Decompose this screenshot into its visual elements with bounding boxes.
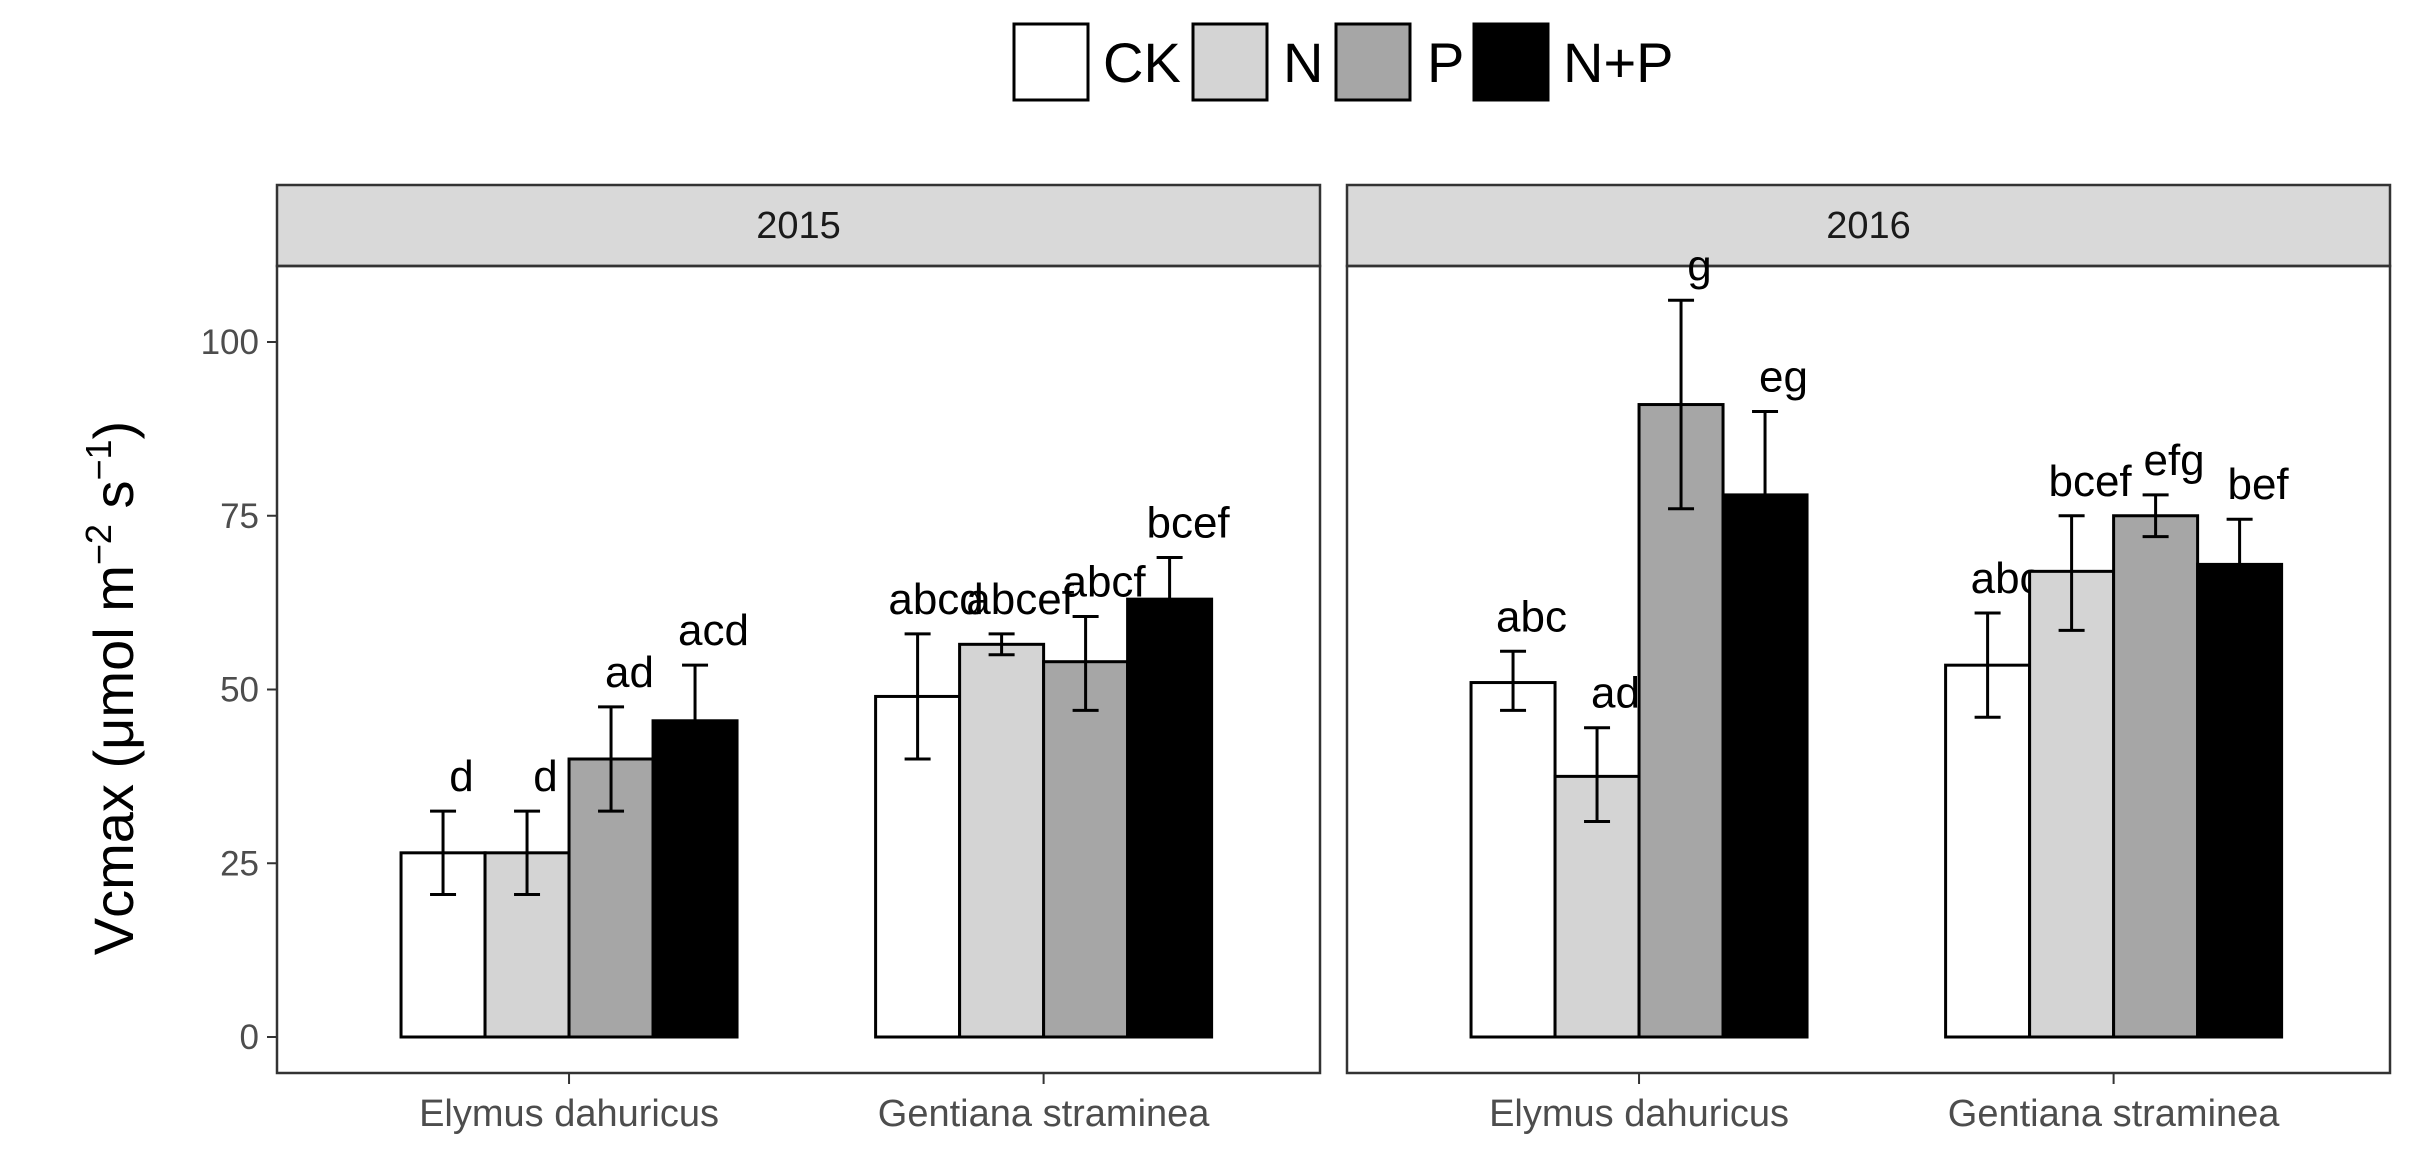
significance-label: d bbox=[449, 752, 473, 801]
significance-label: abcd bbox=[888, 575, 983, 624]
x-tick-label-gentiana-straminea: Gentiana straminea bbox=[878, 1093, 1210, 1135]
legend-label-ck: CK bbox=[1103, 31, 1181, 94]
y-axis-label: Vcmax (μmol m−2 s−1) bbox=[78, 421, 145, 955]
significance-label: eg bbox=[1759, 353, 1808, 402]
significance-label: ad bbox=[605, 648, 654, 697]
significance-label: ad bbox=[1591, 669, 1640, 718]
x-tick-label-gentiana-straminea: Gentiana straminea bbox=[1948, 1093, 2280, 1135]
y-tick-label: 50 bbox=[220, 671, 259, 710]
bar-ck bbox=[1944, 663, 2032, 1039]
legend-swatch-ck bbox=[1012, 22, 1090, 102]
y-tick-label: 0 bbox=[240, 1018, 259, 1057]
legend-swatch-n-p bbox=[1472, 22, 1550, 102]
panel-border bbox=[275, 264, 1322, 1075]
facet-strip bbox=[1345, 183, 2392, 268]
significance-label: bcef bbox=[1146, 498, 1230, 547]
significance-label: efg bbox=[2143, 436, 2204, 485]
legend-label-n-p: N+P bbox=[1563, 31, 1674, 94]
significance-label: d bbox=[533, 752, 557, 801]
x-tick-label-elymus-dahuricus: Elymus dahuricus bbox=[1489, 1093, 1789, 1135]
bar-n-p bbox=[1126, 597, 1214, 1039]
y-tick-label: 25 bbox=[220, 844, 259, 883]
significance-label: abc bbox=[1496, 592, 1567, 641]
bar-ck bbox=[1469, 681, 1557, 1039]
x-tick-label-elymus-dahuricus: Elymus dahuricus bbox=[419, 1093, 719, 1135]
bar-n-p bbox=[1721, 493, 1809, 1039]
bar-n-p bbox=[2196, 562, 2284, 1039]
significance-label: acd bbox=[678, 606, 749, 655]
bar-p bbox=[1042, 660, 1130, 1039]
legend-label-p: P bbox=[1427, 31, 1464, 94]
significance-label: bcef bbox=[2048, 457, 2132, 506]
legend-swatch-n bbox=[1191, 22, 1269, 102]
bar-n bbox=[958, 642, 1046, 1039]
legend-swatch-p bbox=[1334, 22, 1412, 102]
y-tick-label: 75 bbox=[220, 497, 259, 536]
facet-strip-label: 2015 bbox=[756, 205, 841, 247]
significance-label: g bbox=[1687, 241, 1711, 290]
facet-strip-label: 2016 bbox=[1826, 205, 1911, 247]
significance-label: bef bbox=[2227, 460, 2289, 509]
facet-strip bbox=[275, 183, 1322, 268]
bar-n bbox=[2028, 569, 2116, 1039]
y-tick-label: 100 bbox=[201, 323, 259, 362]
significance-label: abcef bbox=[966, 575, 1074, 624]
bar-p bbox=[2112, 514, 2200, 1039]
legend: CK N P N+P bbox=[1012, 22, 1674, 102]
panel-border bbox=[1345, 264, 2392, 1075]
legend-label-n: N bbox=[1283, 31, 1323, 94]
